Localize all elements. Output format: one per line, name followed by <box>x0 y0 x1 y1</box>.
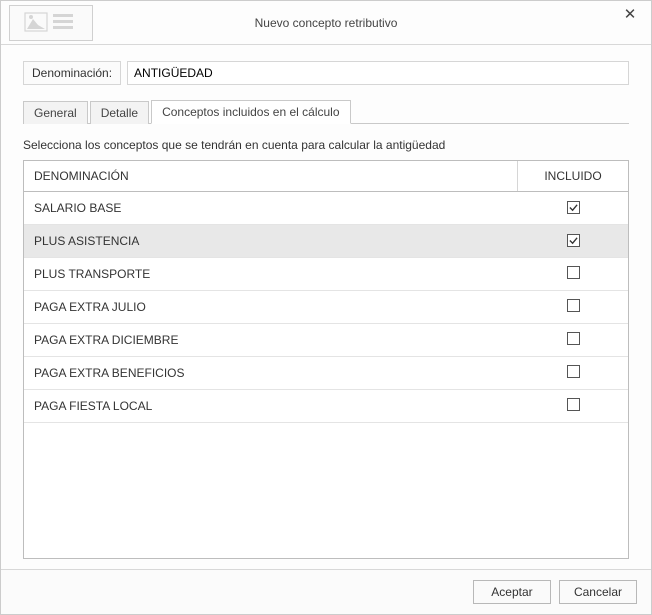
close-button[interactable]: ✕ <box>617 5 643 27</box>
dialog-footer: Aceptar Cancelar <box>1 569 651 614</box>
row-included-cell <box>518 365 628 381</box>
table-row[interactable]: PAGA EXTRA JULIO <box>24 291 628 324</box>
col-header-included: INCLUIDO <box>518 161 628 191</box>
included-checkbox[interactable] <box>567 234 580 247</box>
row-name: PAGA EXTRA JULIO <box>24 300 518 314</box>
row-included-cell <box>518 332 628 348</box>
included-checkbox[interactable] <box>567 365 580 378</box>
table-row[interactable]: SALARIO BASE <box>24 192 628 225</box>
row-name: PAGA EXTRA BENEFICIOS <box>24 366 518 380</box>
concepts-table: DENOMINACIÓN INCLUIDO SALARIO BASE PLUS A… <box>23 160 629 559</box>
row-included-cell <box>518 299 628 315</box>
table-header: DENOMINACIÓN INCLUIDO <box>24 161 628 192</box>
dialog-icon <box>9 5 93 41</box>
table-row[interactable]: PAGA EXTRA BENEFICIOS <box>24 357 628 390</box>
included-checkbox[interactable] <box>567 201 580 214</box>
row-included-cell <box>518 266 628 282</box>
table-row[interactable]: PAGA EXTRA DICIEMBRE <box>24 324 628 357</box>
dialog-content: Denominación: General Detalle Conceptos … <box>1 45 651 569</box>
included-checkbox[interactable] <box>567 332 580 345</box>
table-row[interactable]: PLUS ASISTENCIA <box>24 225 628 258</box>
tab-general[interactable]: General <box>23 101 88 124</box>
cancel-button[interactable]: Cancelar <box>559 580 637 604</box>
table-row[interactable]: PLUS TRANSPORTE <box>24 258 628 291</box>
dialog-title: Nuevo concepto retributivo <box>1 16 651 30</box>
row-included-cell <box>518 234 628 248</box>
row-included-cell <box>518 398 628 414</box>
tab-detalle[interactable]: Detalle <box>90 101 149 124</box>
row-name: SALARIO BASE <box>24 201 518 215</box>
row-name: PAGA FIESTA LOCAL <box>24 399 518 413</box>
instruction-text: Selecciona los conceptos que se tendrán … <box>23 138 629 152</box>
accept-button[interactable]: Aceptar <box>473 580 551 604</box>
included-checkbox[interactable] <box>567 266 580 279</box>
table-row[interactable]: PAGA FIESTA LOCAL <box>24 390 628 423</box>
included-checkbox[interactable] <box>567 299 580 312</box>
row-included-cell <box>518 201 628 215</box>
row-name: PLUS ASISTENCIA <box>24 234 518 248</box>
tab-conceptos[interactable]: Conceptos incluidos en el cálculo <box>151 100 350 124</box>
row-name: PAGA EXTRA DICIEMBRE <box>24 333 518 347</box>
col-header-name: DENOMINACIÓN <box>24 161 518 191</box>
included-checkbox[interactable] <box>567 398 580 411</box>
denomination-field-row: Denominación: <box>23 61 629 85</box>
table-body: SALARIO BASE PLUS ASISTENCIA PLUS TRANSPOR… <box>24 192 628 558</box>
denomination-input[interactable] <box>127 61 629 85</box>
denomination-label: Denominación: <box>23 61 121 85</box>
titlebar: Nuevo concepto retributivo ✕ <box>1 1 651 45</box>
row-name: PLUS TRANSPORTE <box>24 267 518 281</box>
tab-strip: General Detalle Conceptos incluidos en e… <box>23 99 629 124</box>
dialog-window: Nuevo concepto retributivo ✕ Denominació… <box>0 0 652 615</box>
